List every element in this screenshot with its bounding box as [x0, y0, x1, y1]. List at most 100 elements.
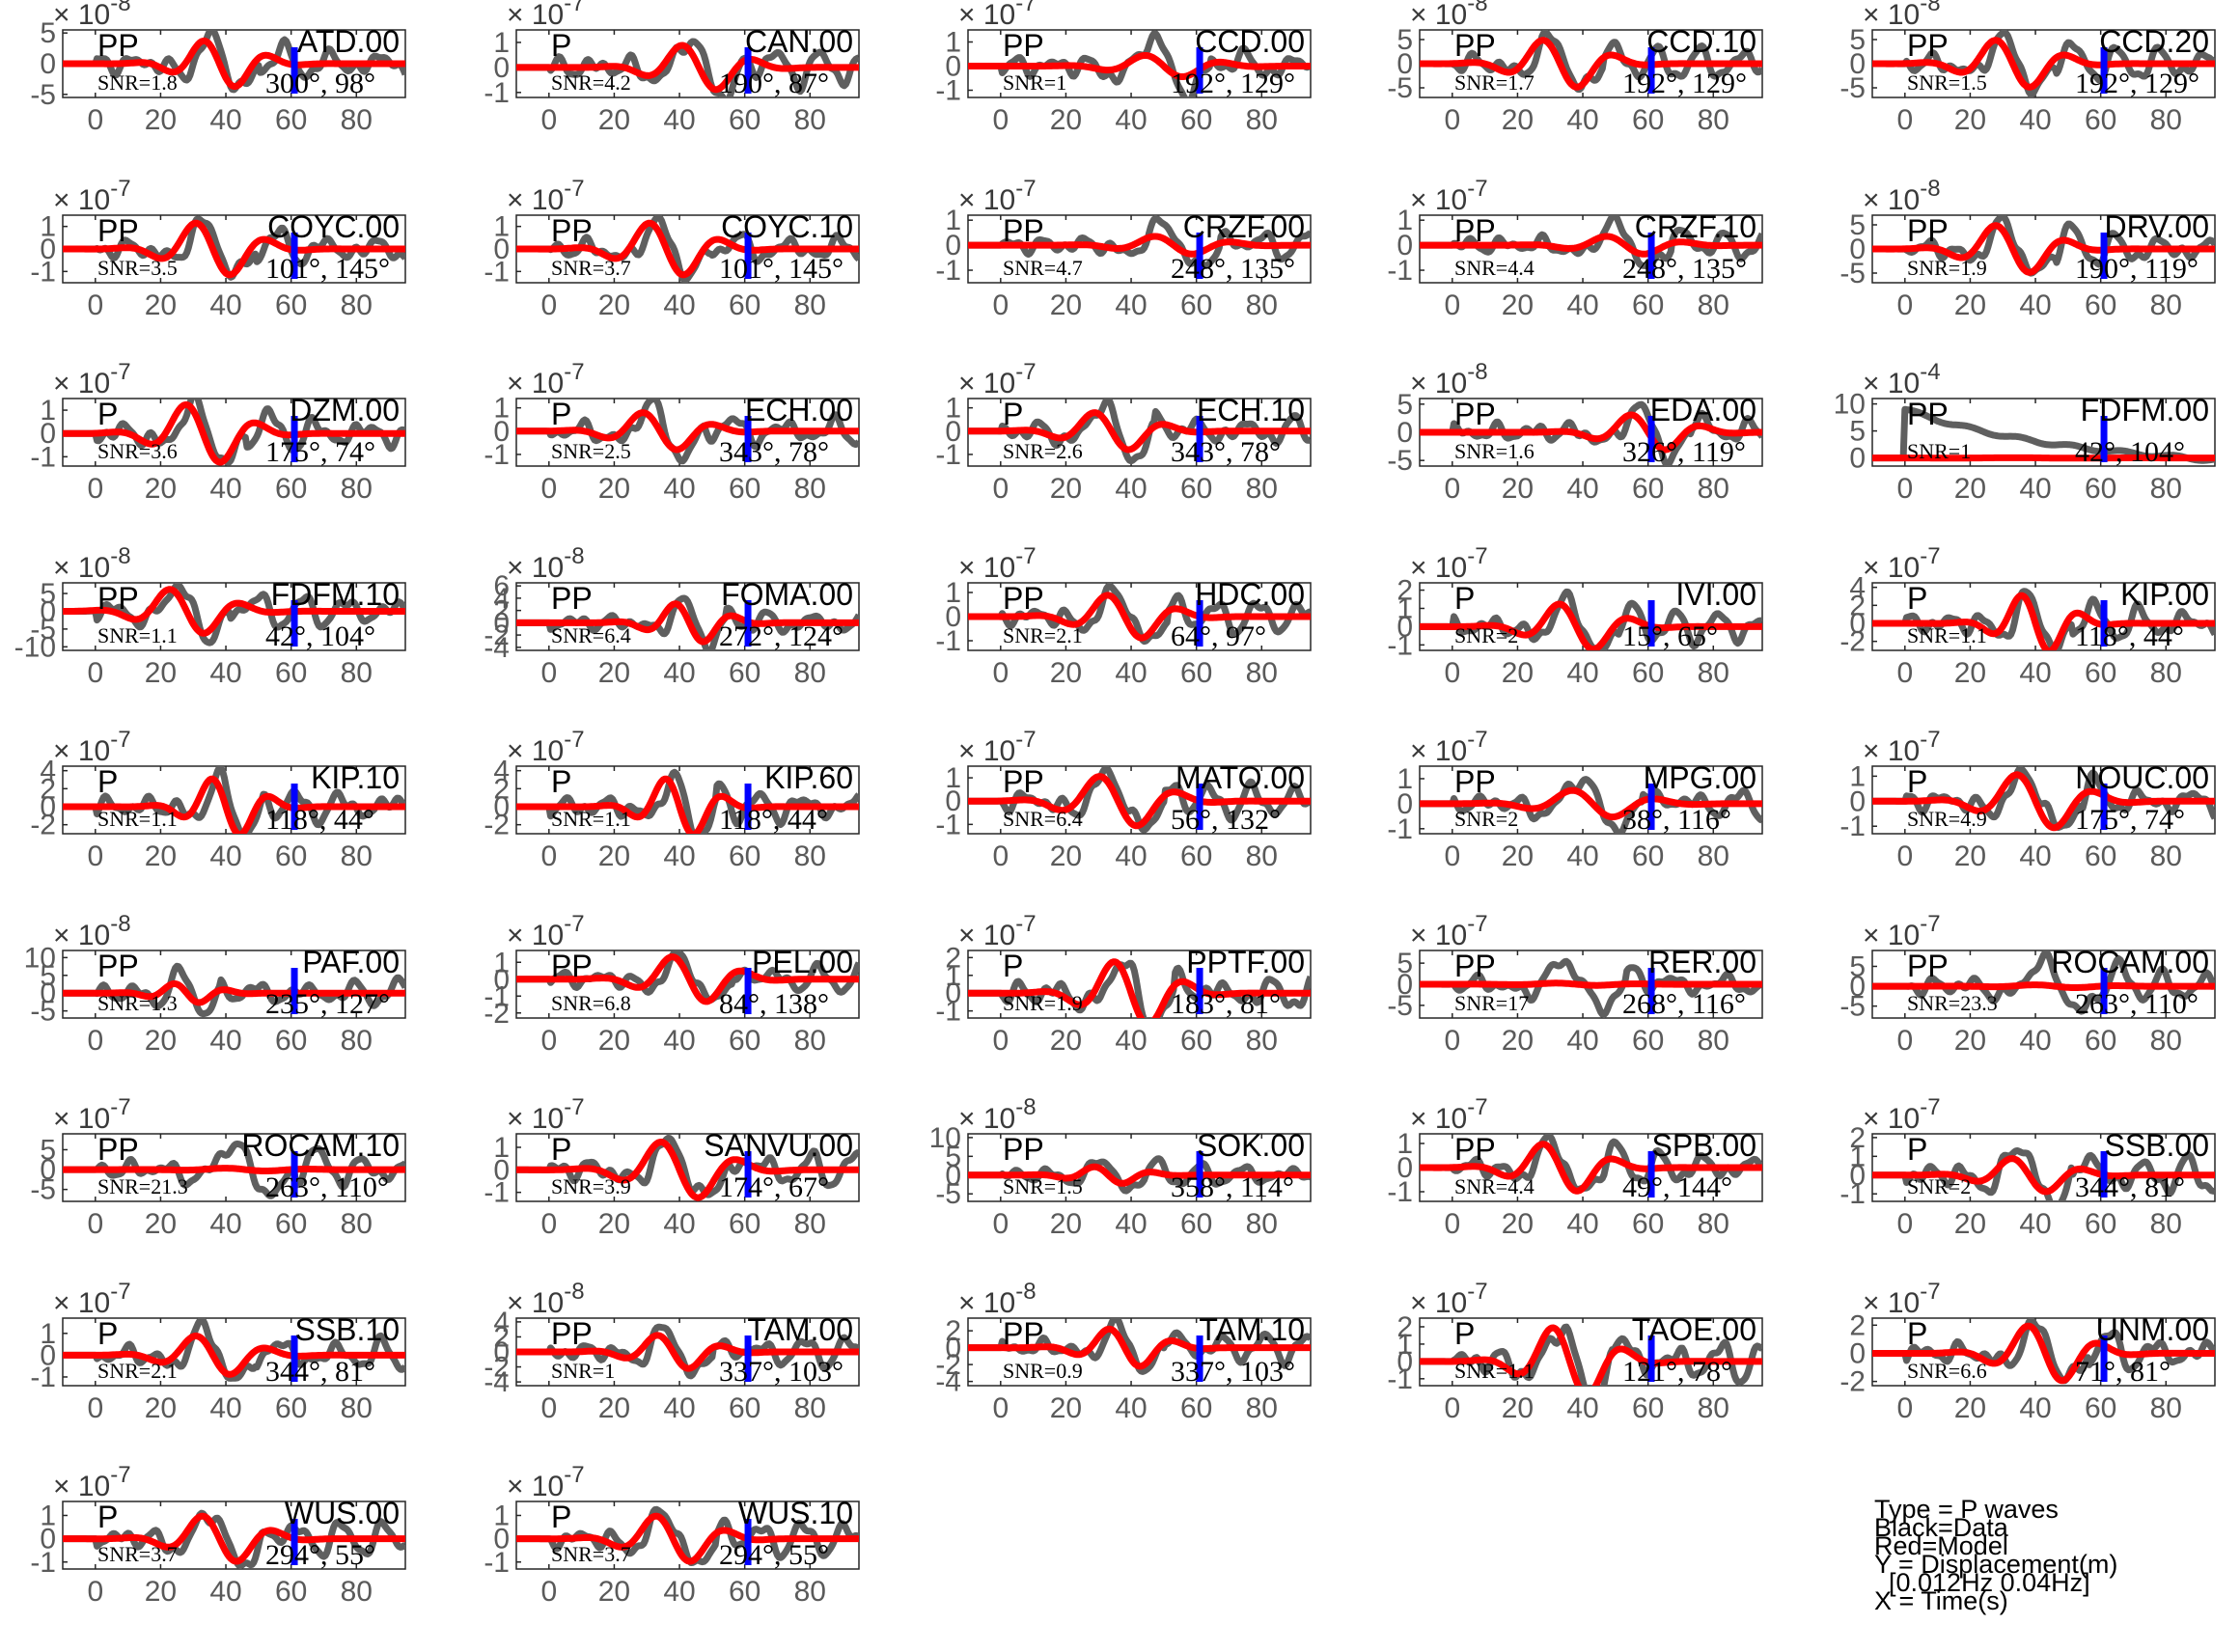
x-tick-label: 20 [598, 1576, 630, 1608]
azimuth-label: 337°, 103° [719, 1356, 843, 1388]
y-tick-label: 0 [1397, 417, 1413, 449]
x-tick-label: 0 [87, 1208, 103, 1240]
snr-label: SNR=2.5 [551, 439, 631, 463]
y-tick-label: 0 [945, 977, 961, 1009]
x-tick-label: 0 [87, 104, 103, 136]
x-tick-label: 0 [1444, 657, 1460, 689]
x-tick-label: 80 [794, 1392, 826, 1424]
x-tick-label: 60 [1632, 657, 1664, 689]
y-tick-label: 0 [40, 977, 56, 1009]
model-trace [63, 1512, 405, 1565]
azimuth-label: 38°, 116° [1622, 804, 1731, 836]
phase-label: P [97, 764, 118, 799]
phase-label: P [1907, 1316, 1927, 1351]
y-tick-label: -2 [935, 1349, 961, 1381]
snr-label: SNR=1.5 [1003, 1174, 1083, 1198]
x-tick-label: 40 [209, 104, 241, 136]
y-tick-label: -5 [1387, 990, 1413, 1022]
y-tick-label: 0 [1397, 48, 1413, 80]
x-tick-label: 80 [341, 840, 373, 872]
model-trace [1420, 979, 1762, 989]
model-trace [1420, 1324, 1762, 1386]
y-tick-label: 2 [493, 595, 510, 627]
y-exponent: × 10-7 [1863, 543, 1941, 584]
model-trace [1420, 600, 1762, 650]
model-trace [968, 1163, 1311, 1187]
y-tick-label: 5 [1849, 416, 1866, 448]
station-label: HDC.00 [1195, 577, 1305, 612]
y-tick-label: -4 [935, 1366, 961, 1398]
y-exponent: × 10-7 [53, 359, 131, 399]
x-tick-label: 80 [341, 104, 373, 136]
x-tick-label: 60 [729, 840, 760, 872]
y-exponent: × 10-7 [53, 1462, 131, 1502]
x-tick-label: 60 [2085, 657, 2116, 689]
x-tick-label: 0 [992, 104, 1009, 136]
x-tick-label: 0 [87, 473, 103, 505]
y-tick-label: 0 [493, 964, 510, 996]
phase-label: PP [1454, 213, 1496, 248]
x-tick-label: 60 [729, 1392, 760, 1424]
phase-label: P [551, 1132, 571, 1167]
x-tick-label: 20 [1050, 1392, 1082, 1424]
y-tick-label: 1 [40, 395, 56, 427]
data-trace [516, 215, 859, 283]
model-trace [1872, 222, 2215, 276]
snr-label: SNR=2.1 [97, 1359, 178, 1383]
x-tick-label: 80 [794, 1208, 826, 1240]
y-tick-label: -1 [1387, 255, 1413, 287]
station-label: ECH.00 [745, 393, 853, 427]
y-tick-label: 0 [945, 785, 961, 817]
y-tick-label: 0 [1849, 1160, 1866, 1192]
x-tick-label: 40 [663, 840, 695, 872]
phase-label: PP [1454, 397, 1496, 431]
x-tick-label: 80 [341, 473, 373, 505]
x-tick-label: 80 [1698, 840, 1729, 872]
y-tick-label: -1 [484, 1547, 510, 1579]
axes-box [1419, 1317, 1763, 1387]
x-tick-label: 60 [729, 104, 760, 136]
y-tick-label: 5 [40, 578, 56, 610]
x-tick-label: 20 [1050, 104, 1082, 136]
y-tick-label: 1 [1397, 763, 1413, 795]
x-tick-label: 40 [209, 657, 241, 689]
x-tick-label: 40 [1566, 1208, 1598, 1240]
x-tick-label: 80 [2150, 840, 2182, 872]
y-tick-label: 5 [1397, 389, 1413, 421]
model-trace [968, 958, 1311, 1018]
station-label: MPG.00 [1644, 760, 1756, 795]
x-tick-label: 60 [275, 840, 307, 872]
azimuth-label: 42°, 104° [2075, 436, 2185, 468]
station-label: CAN.00 [745, 24, 853, 59]
station-label: CCD.10 [1646, 24, 1756, 59]
station-label: DRV.00 [2104, 209, 2209, 244]
snr-label: SNR=6.4 [551, 623, 631, 647]
station-label: IVI.00 [1675, 577, 1756, 612]
y-exponent: × 10-7 [507, 0, 585, 31]
x-tick-label: 60 [275, 473, 307, 505]
station-label: FDFM.00 [2081, 393, 2209, 427]
x-tick-label: 20 [1954, 104, 1986, 136]
x-tick-label: 60 [1632, 1392, 1664, 1424]
legend-x-axis: X = Time(s) [1874, 1586, 2008, 1615]
x-tick-label: 80 [2150, 473, 2182, 505]
x-tick-label: 0 [540, 1208, 557, 1240]
azimuth-label: 268°, 116° [1622, 988, 1746, 1020]
y-tick-label: 5 [1397, 948, 1413, 979]
y-tick-label: 0 [493, 1336, 510, 1368]
y-tick-label: -1 [484, 1177, 510, 1209]
y-tick-label: 1 [40, 1500, 56, 1531]
y-exponent: × 10-7 [958, 176, 1037, 216]
y-exponent: × 10-7 [958, 727, 1037, 767]
y-tick-label: 0 [1849, 785, 1866, 817]
y-tick-label: 0 [493, 791, 510, 823]
